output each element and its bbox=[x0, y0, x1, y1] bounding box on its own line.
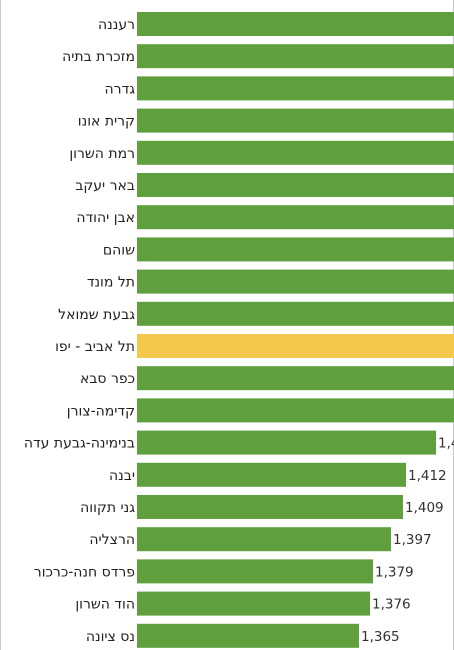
value-label-17: 1,397 bbox=[393, 532, 432, 548]
bar-8 bbox=[137, 237, 454, 262]
bar-10 bbox=[137, 301, 454, 326]
category-label-14: בנימינה-גבעת עדה bbox=[24, 436, 135, 452]
bar-5 bbox=[137, 140, 454, 165]
bar-12 bbox=[137, 366, 454, 391]
category-label-9: תל מונד bbox=[87, 275, 135, 291]
category-label-20: נס ציונה bbox=[86, 629, 135, 645]
value-label-16: 1,409 bbox=[405, 500, 444, 516]
bar-6 bbox=[137, 173, 454, 197]
category-label-13: קדימה-צורן bbox=[67, 403, 135, 419]
category-label-1: רעננה bbox=[98, 17, 135, 33]
category-label-11: תל אביב - יפו bbox=[55, 339, 135, 355]
bar-2 bbox=[137, 44, 454, 69]
bar-13 bbox=[137, 398, 454, 423]
value-label-15: 1,412 bbox=[408, 468, 447, 484]
bar-15 bbox=[137, 462, 406, 487]
bar-4 bbox=[137, 108, 454, 133]
category-label-5: רמת השרון bbox=[69, 146, 135, 162]
value-label-20: 1,365 bbox=[361, 629, 400, 645]
category-label-8: שוהם bbox=[103, 242, 135, 258]
bar-1 bbox=[137, 12, 454, 36]
bar-17 bbox=[137, 527, 391, 552]
value-label-19: 1,376 bbox=[372, 597, 411, 613]
bar-20 bbox=[137, 623, 359, 648]
bar-18 bbox=[137, 559, 373, 584]
category-label-10: גבעת שמואל bbox=[58, 307, 135, 323]
category-label-12: כפר סבא bbox=[80, 371, 135, 387]
bar-16 bbox=[137, 495, 403, 519]
bar-19 bbox=[137, 591, 370, 616]
category-label-19: הוד השרון bbox=[75, 597, 135, 613]
category-label-7: אבן יהודה bbox=[76, 210, 135, 226]
category-label-15: יבנה bbox=[109, 468, 135, 484]
category-label-17: הרצליה bbox=[89, 532, 135, 548]
bar-14 bbox=[137, 430, 436, 455]
bar-7 bbox=[137, 205, 454, 230]
category-label-16: גני תקווה bbox=[80, 500, 135, 516]
bar-3 bbox=[137, 76, 454, 101]
category-label-2: מזכרת בתיה bbox=[62, 49, 135, 65]
bar-9 bbox=[137, 269, 454, 294]
value-label-14: 1,442 bbox=[438, 436, 454, 452]
category-label-18: פרדס חנה-כרכור bbox=[34, 564, 135, 580]
category-label-6: באר יעקב bbox=[75, 178, 135, 194]
category-label-3: גדרה bbox=[105, 81, 136, 97]
bar-11 bbox=[137, 334, 454, 358]
category-label-4: קרית אונו bbox=[78, 114, 135, 130]
value-label-18: 1,379 bbox=[375, 564, 414, 580]
